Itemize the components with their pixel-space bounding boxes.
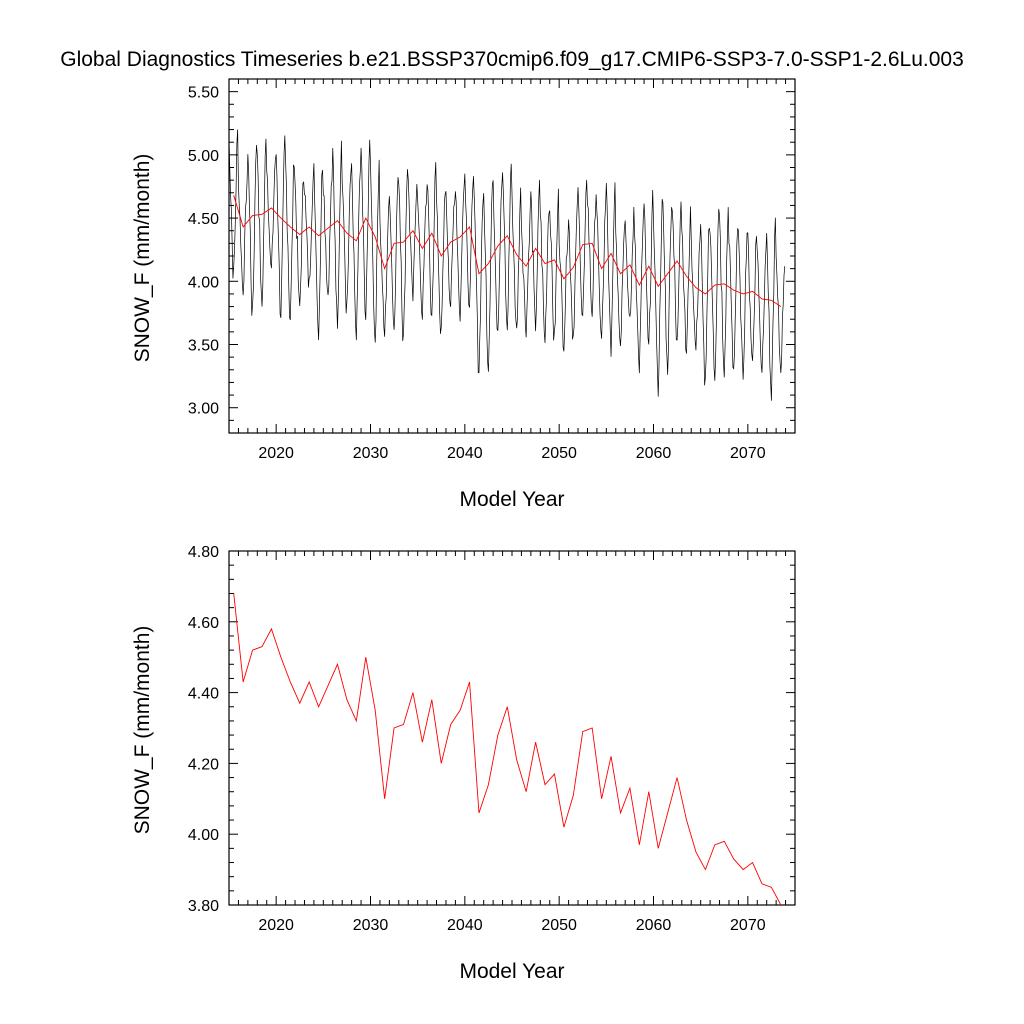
- top-x-tick-label: 2050: [541, 445, 577, 462]
- top-y-tick-label: 3.00: [188, 401, 219, 418]
- bottom-x-tick-label: 2050: [541, 917, 577, 934]
- bottom-y-tick-label: 4.20: [188, 756, 219, 773]
- top-y-tick-label: 5.00: [188, 148, 219, 165]
- bottom-y-tick-label: 3.80: [188, 898, 219, 915]
- top-x-tick-label: 2040: [447, 445, 483, 462]
- top-x-tick-label: 2030: [353, 445, 389, 462]
- bottom-x-tick-label: 2070: [730, 917, 766, 934]
- bottom-panel: Model Year SNOW_F (mm/month) 2020 2030 204…: [131, 544, 796, 983]
- bottom-y-axis-label: SNOW_F (mm/month): [131, 626, 154, 835]
- bottom-x-tick-label: 2020: [258, 917, 294, 934]
- bottom-plot-frame: [228, 550, 796, 906]
- bottom-y-tick-label: 4.40: [188, 686, 219, 703]
- figure-title: Global Diagnostics Timeseries b.e21.BSSP…: [60, 48, 964, 71]
- bottom-y-tick-label: 4.60: [188, 615, 219, 632]
- top-panel: Model Year SNOW_F (mm/month) 2020 2030 204…: [131, 78, 796, 511]
- top-plot-frame: [228, 78, 796, 434]
- top-x-tick-label: 2020: [258, 445, 294, 462]
- top-y-axis-label: SNOW_F (mm/month): [131, 154, 154, 363]
- top-series-monthly-line: [229, 129, 786, 401]
- top-series-annual-line: [233, 195, 782, 307]
- bottom-x-tick-label: 2060: [636, 917, 672, 934]
- top-y-tick-label: 4.00: [188, 274, 219, 291]
- bottom-y-tick-label: 4.00: [188, 827, 219, 844]
- top-y-tick-label: 5.50: [188, 85, 219, 102]
- top-y-tick-label: 4.50: [188, 211, 219, 228]
- bottom-y-tick-label: 4.80: [188, 544, 219, 561]
- top-x-tick-label: 2070: [730, 445, 766, 462]
- bottom-x-tick-label: 2040: [447, 917, 483, 934]
- top-x-axis-label: Model Year: [459, 488, 564, 511]
- bottom-x-tick-label: 2030: [353, 917, 389, 934]
- top-x-tick-label: 2060: [636, 445, 672, 462]
- bottom-series-annual-line: [233, 593, 782, 905]
- bottom-x-axis-label: Model Year: [459, 960, 564, 983]
- top-y-tick-label: 3.50: [188, 338, 219, 355]
